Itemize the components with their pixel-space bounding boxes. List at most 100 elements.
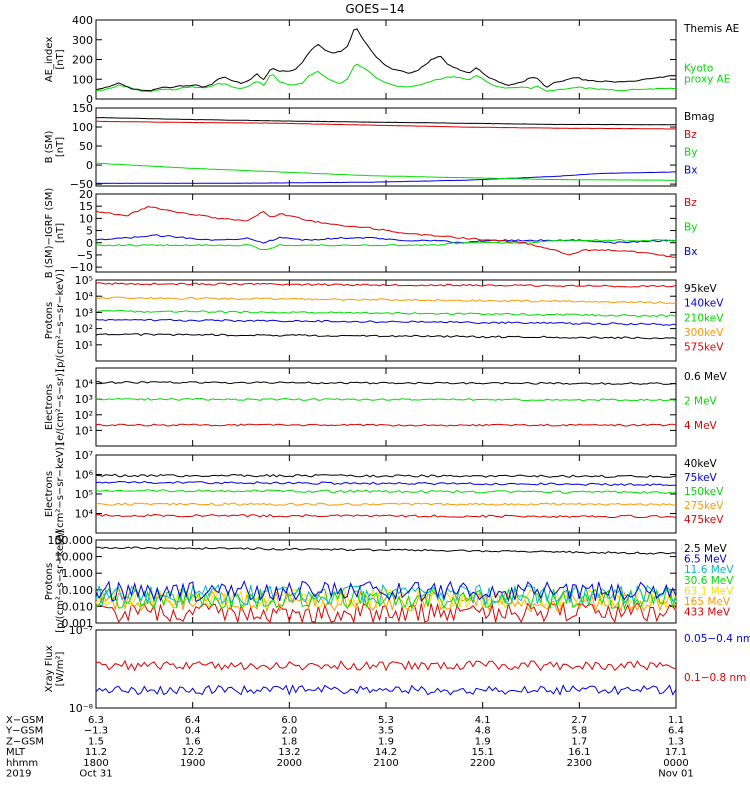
series-line: [95, 309, 677, 318]
time-axis-row-label: X−GSM: [6, 715, 44, 726]
y-axis-label: Protons[p/(cm²−s−sr−keV)]: [44, 269, 66, 372]
legend-label: By: [684, 147, 697, 159]
legend-label-line: Bz: [684, 129, 697, 141]
series-line: [95, 116, 677, 126]
y-axis-label-line: [e/(cm²−s−sr)]: [55, 369, 66, 445]
y-tick-label: 10⁴: [75, 378, 94, 391]
y-axis-label-line: Electrons: [44, 384, 55, 430]
y-tick-label: 10³: [75, 306, 93, 319]
panel-frame: [95, 279, 677, 362]
time-axis-value: 2.7: [571, 715, 587, 726]
time-axis-value: 16.1: [568, 747, 590, 758]
time-axis-value: 15.1: [472, 747, 494, 758]
series-line: [95, 28, 677, 92]
legend-label-line: 4 MeV: [684, 420, 718, 432]
legend-label: 275keV: [684, 500, 724, 512]
series-line: [95, 589, 677, 613]
y-axis-label: AE_index[nT]: [44, 37, 66, 83]
legend-label: 6.5 MeV: [684, 554, 728, 566]
series-line: [95, 513, 677, 519]
time-axis-value: 5.3: [378, 715, 394, 726]
legend-label-line: Themis AE: [683, 23, 739, 35]
y-tick-label: 50: [79, 140, 93, 153]
time-axis-value: 4.1: [475, 715, 491, 726]
series-line: [95, 239, 677, 251]
legend-label-line: 2 MeV: [684, 395, 718, 407]
y-axis-label-line: [nT]: [55, 137, 66, 157]
time-axis-value: 1.3: [668, 736, 684, 747]
legend-label: 63.1 MeV: [684, 585, 734, 597]
series-line: [95, 684, 677, 696]
y-axis-label-line: Xray Flux: [44, 645, 55, 692]
series-line: [95, 480, 677, 487]
y-axis-label: B (SM)−IGRF (SM)[nT]: [44, 188, 66, 279]
legend-label-line: 210keV: [684, 312, 724, 324]
y-axis-label-line: [nT]: [55, 49, 66, 69]
time-axis-value: 6.0: [281, 715, 297, 726]
panel-5: 10⁴ 10³ 10² 10¹ Electrons[e/(cm²−s−sr)] 0.6 M…: [44, 367, 728, 447]
time-axis-row-label: MLT: [6, 747, 26, 758]
series-line: [95, 381, 676, 385]
y-tick-label: 10¹: [75, 424, 93, 437]
time-axis-value: 2000: [277, 758, 302, 769]
legend-label-line: 63.1 MeV: [684, 585, 734, 597]
legend-label: 0.1−0.8 nm: [684, 672, 746, 684]
legend-label: 30.6 MeV: [684, 575, 734, 587]
series-line: [95, 120, 677, 130]
series-line: [95, 171, 676, 184]
y-tick-label: 10.000: [55, 551, 94, 564]
time-axis-value: 2200: [470, 758, 495, 769]
y-tick-label: 5: [86, 225, 93, 238]
y-tick-label: 10⁴: [75, 508, 94, 521]
y-axis-label: Electrons[e/(cm²−s−sr)]: [44, 369, 66, 445]
legend-label: 150keV: [684, 486, 724, 498]
legend-label-line: 475keV: [684, 514, 724, 526]
series-line: [95, 659, 677, 672]
legend-label: 140keV: [684, 298, 724, 310]
series-line: [95, 63, 677, 93]
legend-label: 210keV: [684, 312, 724, 324]
legend-label: Bx: [684, 246, 697, 258]
y-tick-label: 10⁵: [75, 274, 93, 287]
panel-7: 100.00010.0001.0000.1000.0100.001Protons…: [44, 530, 734, 633]
time-axis-value: −1.3: [84, 726, 108, 737]
legend-label-line: By: [684, 147, 697, 159]
y-tick-label: 0.010: [62, 600, 94, 613]
y-tick-label: 15: [79, 200, 93, 213]
legend-label-line: 275keV: [684, 500, 724, 512]
legend-label-line: 140keV: [684, 298, 724, 310]
series-line: [95, 601, 677, 624]
series-line: [95, 206, 677, 258]
y-tick-label: 10²: [75, 323, 93, 336]
y-tick-label: 100: [72, 73, 93, 86]
series-line: [95, 282, 677, 288]
y-axis-label-line: AE_index: [44, 37, 55, 83]
legend-label-line: Bz: [684, 197, 697, 209]
panel-frame: [95, 367, 677, 447]
legend-label: Bz: [684, 197, 697, 209]
legend-label-line: 575keV: [684, 342, 724, 354]
series-line: [95, 473, 677, 478]
y-tick-label: −50: [70, 178, 93, 191]
y-tick-label: 150: [72, 102, 93, 115]
y-tick-label: −10: [70, 261, 93, 274]
legend-label: 2 MeV: [684, 395, 718, 407]
y-axis-label-line: Protons: [44, 302, 55, 339]
time-axis-value: 14.2: [375, 747, 397, 758]
y-axis-label: Xray Flux[W/m²]: [44, 645, 66, 692]
series-line: [95, 397, 677, 402]
legend-label-line: 2.5 MeV: [684, 543, 728, 555]
y-tick-label: 400: [72, 14, 93, 27]
time-axis-value: 11.2: [85, 747, 107, 758]
legend-label-line: Bmag: [684, 111, 715, 123]
y-tick-label: 200: [72, 54, 93, 67]
y-axis-label: B (SM)[nT]: [44, 130, 66, 163]
y-axis-label-line: B (SM): [44, 130, 55, 163]
y-tick-label: 10⁵: [75, 488, 93, 501]
panel-4: 10⁵ 10⁴ 10³ 10² 10¹ Protons[p/(cm²−s−sr−keV)]…: [44, 269, 724, 372]
legend-label-line: 0.05−0.4 nm: [684, 633, 750, 645]
y-axis-label-line: [p/(cm²−s−sr−keV)]: [55, 530, 66, 633]
legend-label: Kyoto proxy AE: [684, 62, 730, 85]
time-axis-value: 2.0: [281, 726, 297, 737]
